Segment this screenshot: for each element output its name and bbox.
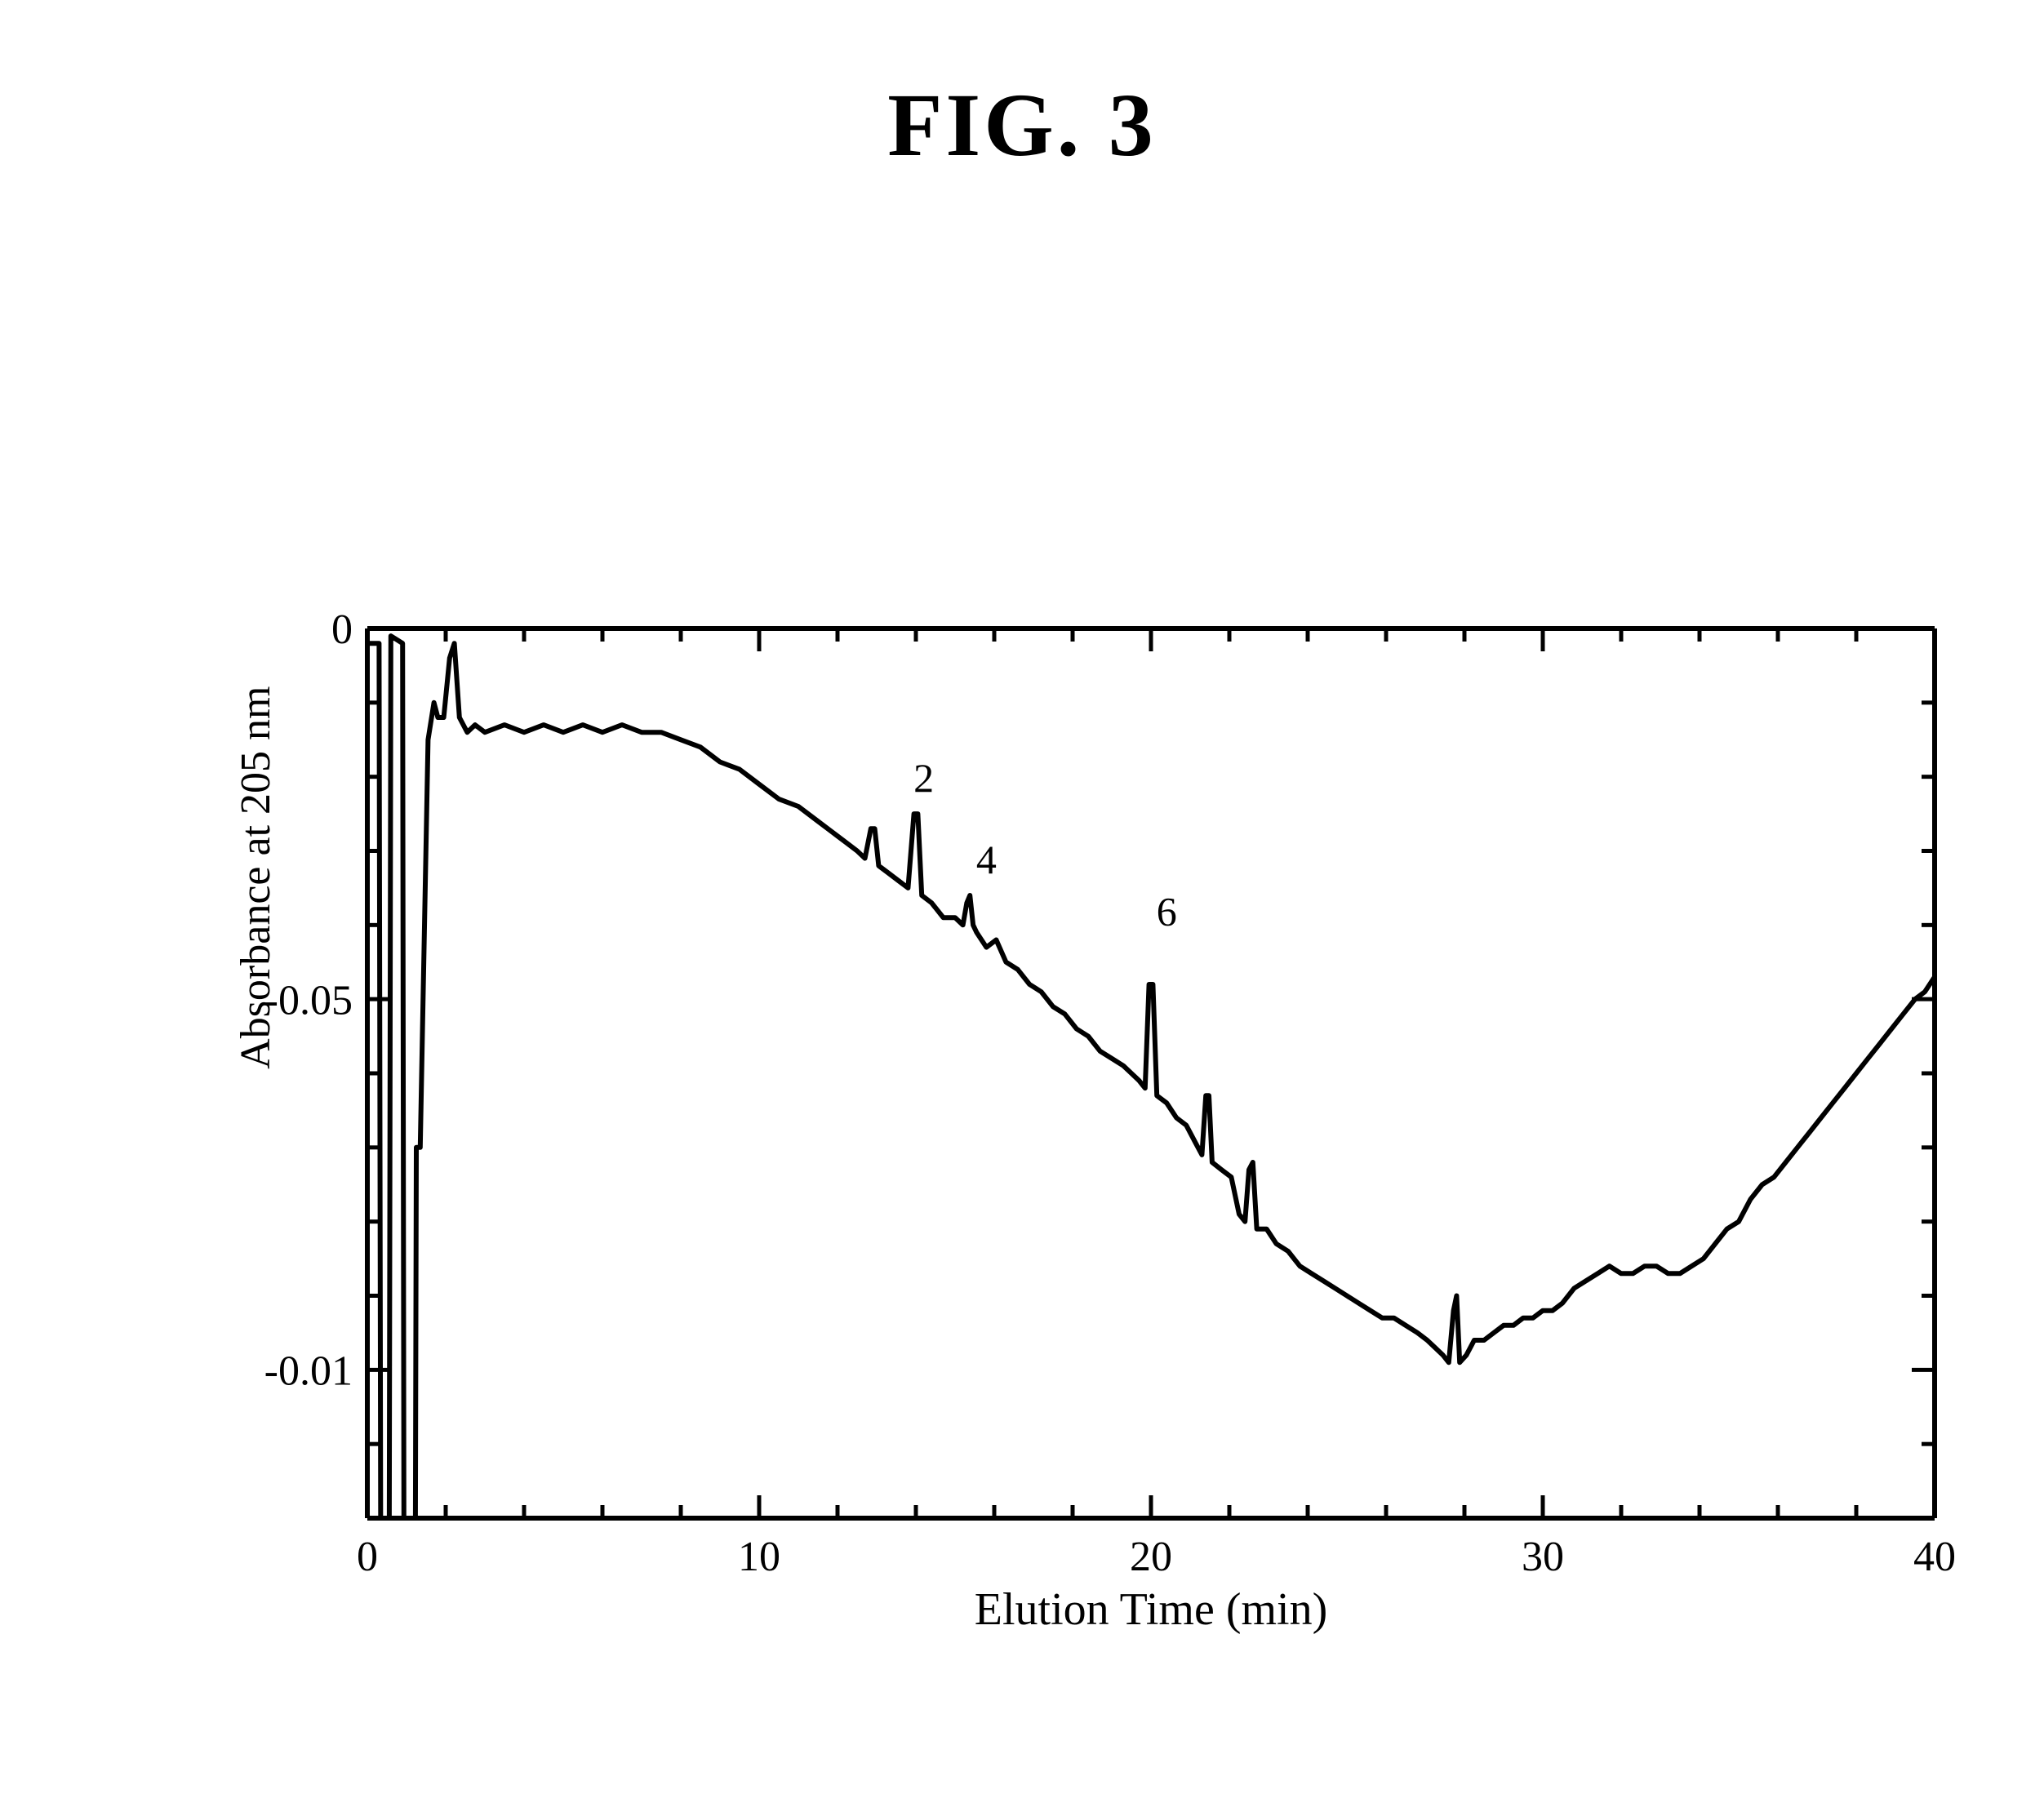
x-tick-label: 10 bbox=[738, 1534, 780, 1580]
peak-label: 6 bbox=[1157, 888, 1177, 934]
x-tick-label: 20 bbox=[1130, 1534, 1172, 1580]
y-tick-label: -0.01 bbox=[264, 1348, 353, 1395]
x-tick-label: 0 bbox=[357, 1534, 378, 1580]
figure-title: FIG. 3 bbox=[0, 73, 2044, 177]
x-tick-label: 30 bbox=[1522, 1534, 1564, 1580]
chart-container: 0102030400-0.05-0.01Elution Time (min)Ab… bbox=[237, 612, 1959, 1641]
peak-label: 4 bbox=[976, 837, 997, 882]
y-tick-label: 0 bbox=[331, 612, 353, 653]
y-axis-label: Absorbance at 205 nm bbox=[237, 686, 279, 1069]
page: FIG. 3 0102030400-0.05-0.01Elution Time … bbox=[0, 0, 2044, 1803]
x-axis-label: Elution Time (min) bbox=[975, 1584, 1328, 1635]
chromatogram-chart: 0102030400-0.05-0.01Elution Time (min)Ab… bbox=[237, 612, 1959, 1641]
peak-label: 2 bbox=[913, 755, 934, 801]
x-tick-label: 40 bbox=[1913, 1534, 1956, 1580]
